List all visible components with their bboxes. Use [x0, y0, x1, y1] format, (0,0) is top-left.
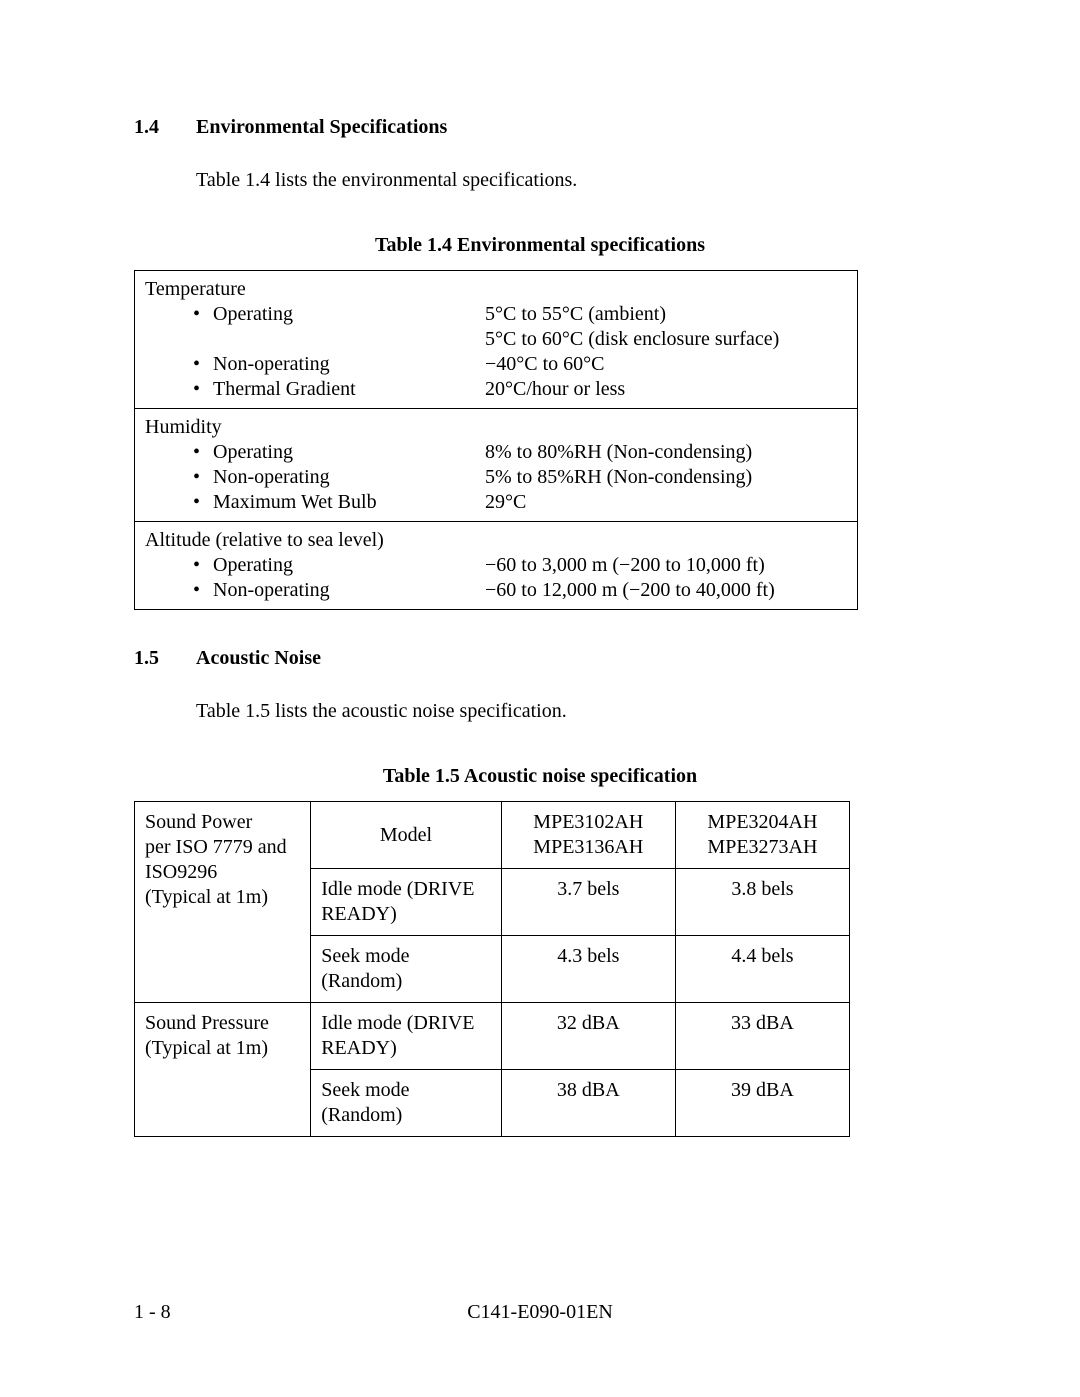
t14-temp-nonoperating-label: • Non-operating	[145, 352, 485, 377]
section-1-4-intro: Table 1.4 lists the environmental specif…	[196, 168, 946, 193]
t14-row-altitude: Altitude (relative to sea level) • Opera…	[135, 522, 857, 609]
t14-hum-operating-val: 8% to 80%RH (Non-condensing)	[485, 440, 847, 465]
t15-b-idle-c3: 32 dBA	[501, 1003, 675, 1070]
t15-model-header: Model	[311, 802, 502, 869]
table-1-5-caption: Table 1.5 Acoustic noise specification	[134, 764, 946, 789]
t14-alt-nonoperating-label: • Non-operating	[145, 578, 485, 603]
doc-id: C141-E090-01EN	[0, 1300, 1080, 1325]
t14-hum-wetbulb-label: • Maximum Wet Bulb	[145, 490, 485, 515]
table-row: Sound Power per ISO 7779 and ISO9296 (Ty…	[135, 802, 850, 869]
t15-seek-label-b: Seek mode (Random)	[311, 1070, 502, 1137]
section-1-5-intro: Table 1.5 lists the acoustic noise speci…	[196, 699, 946, 724]
t15-a-idle-c4: 3.8 bels	[675, 869, 849, 936]
table-1-5: Sound Power per ISO 7779 and ISO9296 (Ty…	[134, 801, 850, 1137]
section-title: Acoustic Noise	[196, 646, 321, 671]
t15-seek-label: Seek mode (Random)	[311, 936, 502, 1003]
section-1-4-heading: 1.4 Environmental Specifications	[134, 115, 946, 140]
t15-idle-label-b: Idle mode (DRIVE READY)	[311, 1003, 502, 1070]
table-1-4-caption: Table 1.4 Environmental specifications	[134, 233, 946, 258]
t14-row-humidity: Humidity • Operating 8% to 80%RH (Non-co…	[135, 409, 857, 522]
table-1-4: Temperature • Operating 5°C to 55°C (amb…	[134, 270, 858, 610]
t14-alt-nonoperating-val: −60 to 12,000 m (−200 to 40,000 ft)	[485, 578, 847, 603]
t15-a-seek-c4: 4.4 bels	[675, 936, 849, 1003]
t14-row-temperature: Temperature • Operating 5°C to 55°C (amb…	[135, 271, 857, 409]
t15-b-idle-c4: 33 dBA	[675, 1003, 849, 1070]
t14-temperature-header: Temperature	[145, 277, 847, 302]
t15-a-seek-c3: 4.3 bels	[501, 936, 675, 1003]
t14-alt-operating-val: −60 to 3,000 m (−200 to 10,000 ft)	[485, 553, 847, 578]
t14-altitude-header: Altitude (relative to sea level)	[145, 528, 847, 553]
section-title: Environmental Specifications	[196, 115, 447, 140]
section-number: 1.4	[134, 115, 196, 140]
t14-hum-wetbulb-val: 29°C	[485, 490, 847, 515]
t14-alt-operating-label: • Operating	[145, 553, 485, 578]
t14-temp-operating-val2: 5°C to 60°C (disk enclosure surface)	[485, 327, 847, 352]
t15-a-idle-c3: 3.7 bels	[501, 869, 675, 936]
t15-sound-pressure-header: Sound Pressure (Typical at 1m)	[135, 1003, 311, 1137]
t14-hum-nonoperating-label: • Non-operating	[145, 465, 485, 490]
t14-temp-nonoperating-val: −40°C to 60°C	[485, 352, 847, 377]
t14-hum-nonoperating-val: 5% to 85%RH (Non-condensing)	[485, 465, 847, 490]
section-1-5-heading: 1.5 Acoustic Noise	[134, 646, 946, 671]
t14-humidity-header: Humidity	[145, 415, 847, 440]
t15-idle-label: Idle mode (DRIVE READY)	[311, 869, 502, 936]
table-row: Sound Pressure (Typical at 1m) Idle mode…	[135, 1003, 850, 1070]
page: 1.4 Environmental Specifications Table 1…	[0, 0, 1080, 1397]
t15-b-seek-c4: 39 dBA	[675, 1070, 849, 1137]
t15-col4-header: MPE3204AH MPE3273AH	[675, 802, 849, 869]
t15-sound-power-header: Sound Power per ISO 7779 and ISO9296 (Ty…	[135, 802, 311, 1003]
t14-temp-gradient-val: 20°C/hour or less	[485, 377, 847, 402]
t14-temp-operating-label: • Operating	[145, 302, 485, 327]
t14-temp-operating-val1: 5°C to 55°C (ambient)	[485, 302, 847, 327]
t15-col3-header: MPE3102AH MPE3136AH	[501, 802, 675, 869]
t14-temp-gradient-label: • Thermal Gradient	[145, 377, 485, 402]
section-number: 1.5	[134, 646, 196, 671]
t15-b-seek-c3: 38 dBA	[501, 1070, 675, 1137]
t14-hum-operating-label: • Operating	[145, 440, 485, 465]
